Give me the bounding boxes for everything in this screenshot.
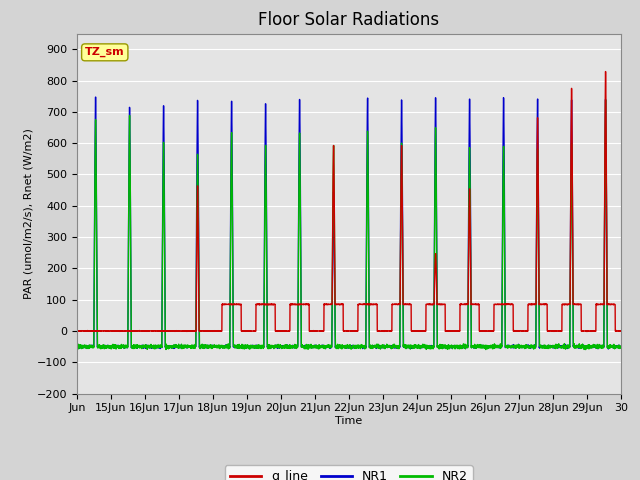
Y-axis label: PAR (umol/m2/s), Rnet (W/m2): PAR (umol/m2/s), Rnet (W/m2)	[24, 128, 34, 299]
NR1	[499, 181, 507, 187]
NR2	[73, 342, 81, 348]
NR1	[92, 94, 99, 100]
NR1	[617, 345, 625, 350]
NR1	[605, 346, 612, 352]
Line: NR2: NR2	[77, 100, 621, 349]
q_line	[602, 69, 609, 74]
Line: q_line: q_line	[77, 72, 621, 332]
NR2	[166, 344, 174, 350]
q_line	[475, 301, 483, 307]
NR1	[425, 345, 433, 350]
q_line	[491, 301, 499, 307]
Text: TZ_sm: TZ_sm	[85, 47, 125, 58]
q_line	[436, 301, 444, 307]
NR2	[436, 344, 444, 349]
NR1	[436, 344, 444, 349]
NR2	[475, 343, 483, 348]
q_line	[583, 329, 591, 335]
NR2	[602, 97, 609, 103]
q_line	[617, 328, 625, 334]
NR2	[491, 345, 499, 351]
Title: Floor Solar Radiations: Floor Solar Radiations	[258, 11, 440, 29]
Legend: q_line, NR1, NR2: q_line, NR1, NR2	[225, 465, 472, 480]
NR2	[425, 344, 433, 350]
NR1	[475, 344, 483, 350]
NR2	[617, 345, 625, 351]
Line: NR1: NR1	[77, 97, 621, 349]
NR2	[499, 231, 506, 237]
NR1	[491, 345, 499, 350]
q_line	[73, 328, 81, 334]
q_line	[166, 328, 174, 334]
q_line	[425, 301, 433, 307]
X-axis label: Time: Time	[335, 416, 362, 426]
NR1	[73, 343, 81, 348]
q_line	[499, 301, 506, 307]
NR1	[167, 344, 175, 349]
NR2	[582, 347, 589, 352]
